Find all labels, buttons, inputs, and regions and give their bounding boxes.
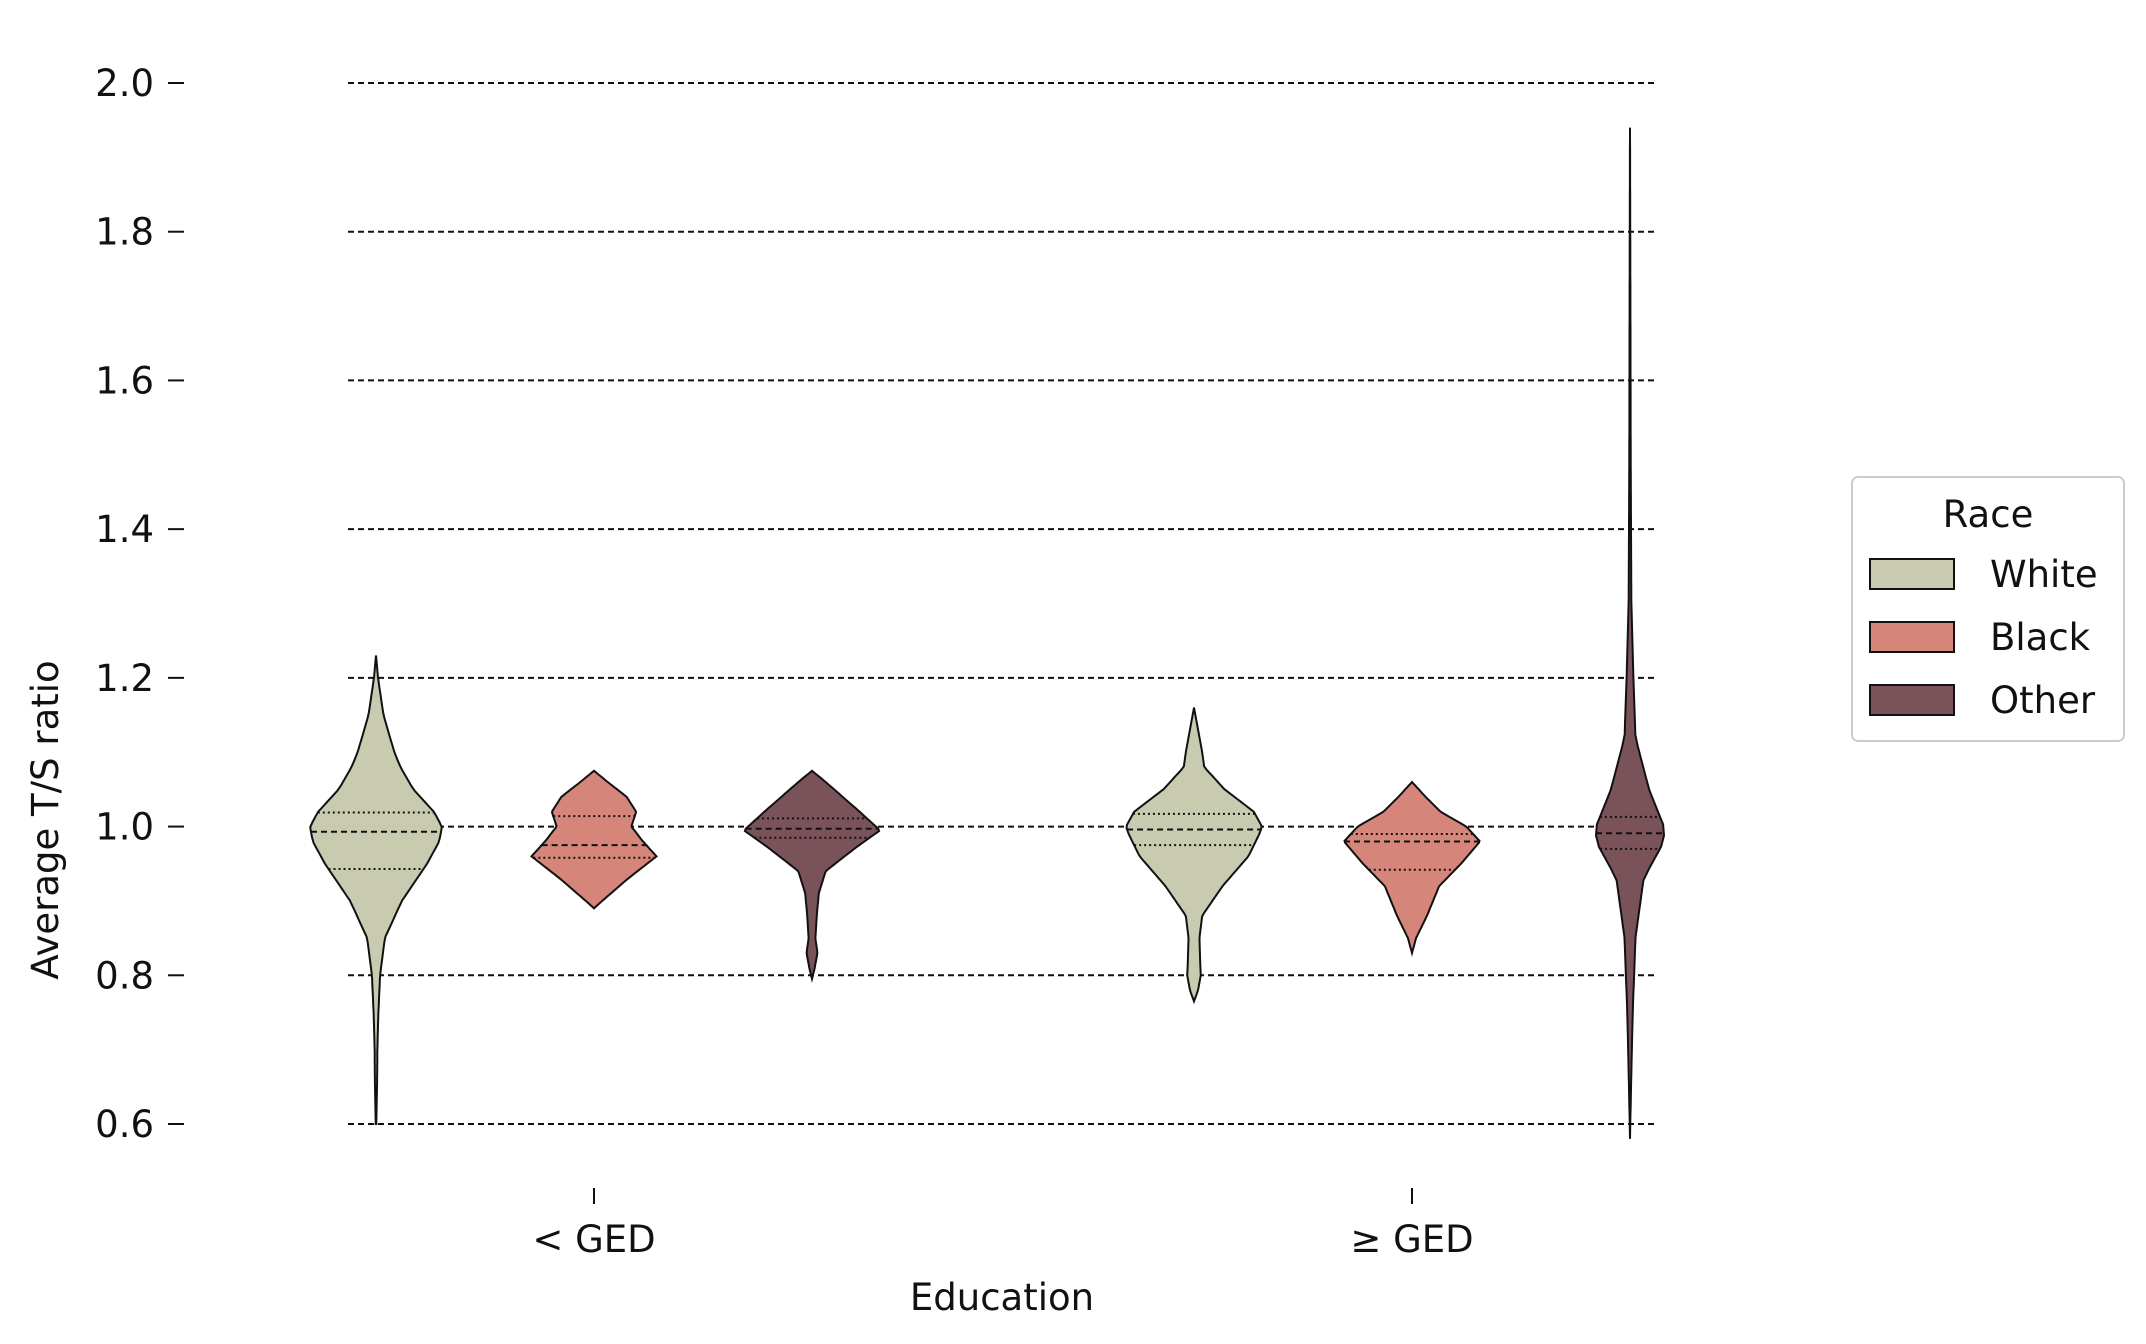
violin-body [530,769,658,910]
violin-black-lt-ged [530,769,658,910]
violin-other-lt-ged [743,769,881,983]
x-axis-title: Education [910,1276,1094,1319]
y-tick-label: 1.2 [95,657,154,700]
y-tick-label: 0.8 [95,954,154,997]
y-tick-label: 1.8 [95,211,154,254]
violin-body [309,655,443,1125]
x-axis: < GED ≥ GED [532,1188,1474,1261]
legend-label: Other [1990,679,2096,722]
violin-body [743,769,881,983]
legend-swatch [1869,684,1955,716]
y-tick-label: 1.0 [95,806,154,849]
violin-body [1343,780,1481,957]
y-tick-label: 1.4 [95,508,154,551]
legend-title: Race [1943,493,2034,536]
y-axis-title: Average T/S ratio [24,660,67,979]
x-tick-label: < GED [532,1218,655,1261]
legend-label: Black [1990,616,2091,659]
violin-body [1594,127,1666,1139]
legend: Race White Black Other [1851,476,2125,742]
x-tick-label: ≥ GED [1350,1218,1473,1261]
legend-swatch [1869,621,1955,653]
legend-frame [1851,476,2125,742]
legend-label: White [1990,553,2098,596]
violin-body [1125,707,1263,1005]
violin-black-ge-ged [1343,780,1481,957]
gridlines [348,82,1658,1125]
y-axis: 0.6 0.8 1.0 1.2 1.4 1.6 1.8 2.0 [95,62,184,1146]
legend-swatch [1869,558,1955,590]
y-tick-label: 2.0 [95,62,154,105]
y-tick-label: 0.6 [95,1103,154,1146]
violin-other-ge-ged [1594,127,1666,1139]
y-tick-label: 1.6 [95,359,154,402]
violin-white-ge-ged [1125,707,1263,1005]
violins [309,127,1666,1139]
violin-white-lt-ged [309,655,443,1125]
